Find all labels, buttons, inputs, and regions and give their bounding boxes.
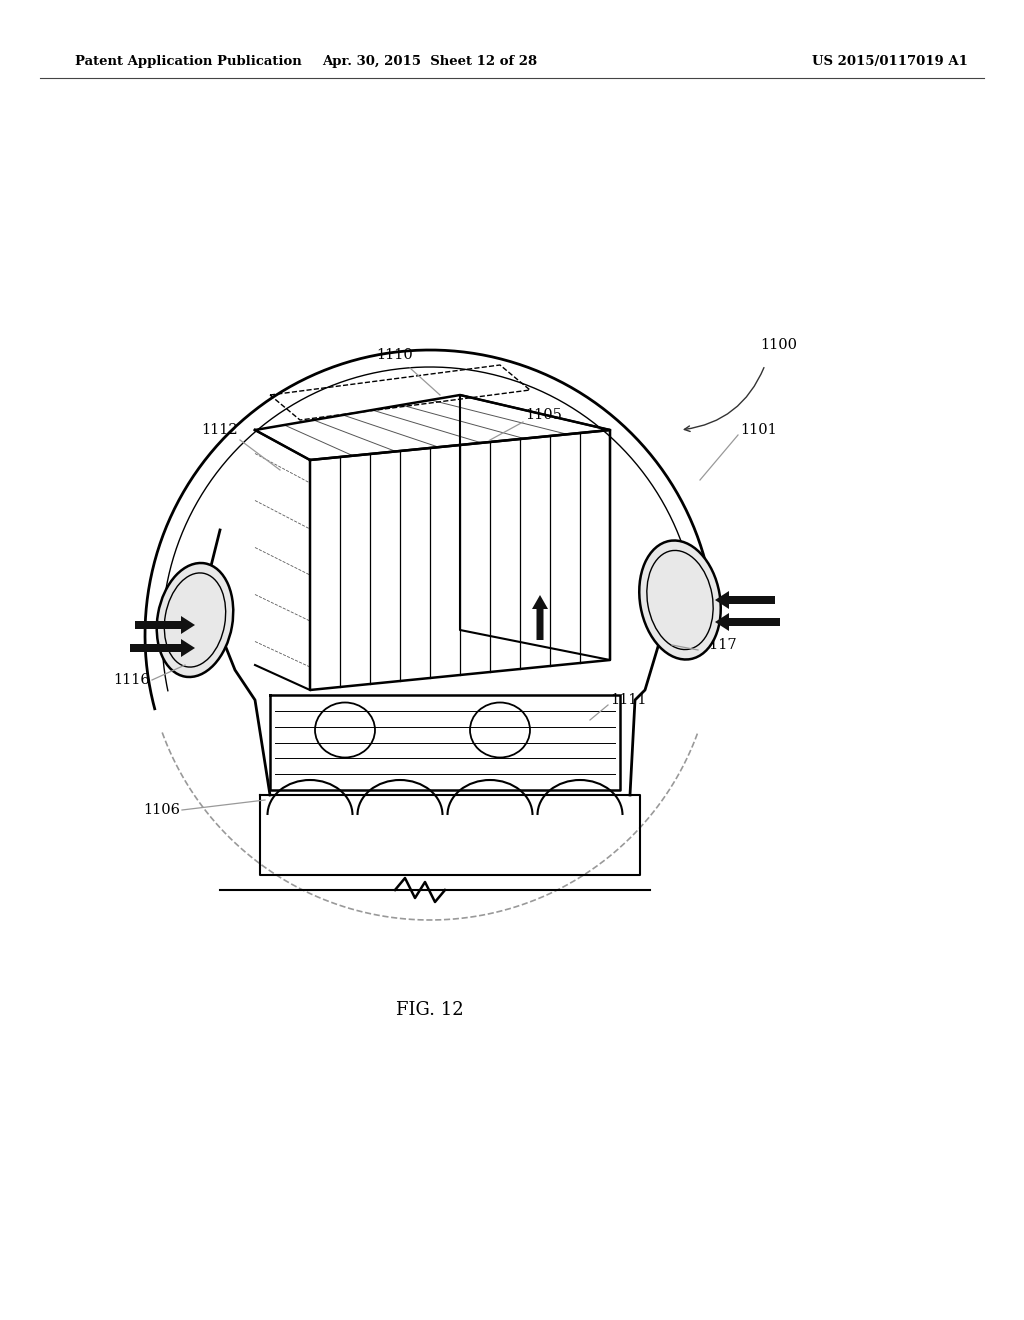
Text: 1101: 1101	[740, 422, 777, 437]
FancyArrow shape	[532, 595, 548, 640]
Text: 1100: 1100	[760, 338, 797, 352]
Ellipse shape	[157, 564, 233, 677]
Text: FIG. 12: FIG. 12	[396, 1001, 464, 1019]
Text: 1106: 1106	[143, 803, 180, 817]
FancyArrow shape	[715, 591, 775, 609]
FancyArrow shape	[135, 616, 195, 634]
FancyArrow shape	[715, 612, 780, 631]
Text: 1117: 1117	[700, 638, 736, 652]
Text: 1111: 1111	[610, 693, 646, 708]
FancyArrow shape	[130, 639, 195, 657]
Text: 1110: 1110	[377, 348, 414, 362]
Text: Apr. 30, 2015  Sheet 12 of 28: Apr. 30, 2015 Sheet 12 of 28	[323, 55, 538, 69]
Text: 1112: 1112	[202, 422, 239, 437]
Text: Patent Application Publication: Patent Application Publication	[75, 55, 302, 69]
Ellipse shape	[639, 540, 721, 660]
Text: 1116: 1116	[114, 673, 150, 686]
Text: 1105: 1105	[525, 408, 562, 422]
Text: US 2015/0117019 A1: US 2015/0117019 A1	[812, 55, 968, 69]
